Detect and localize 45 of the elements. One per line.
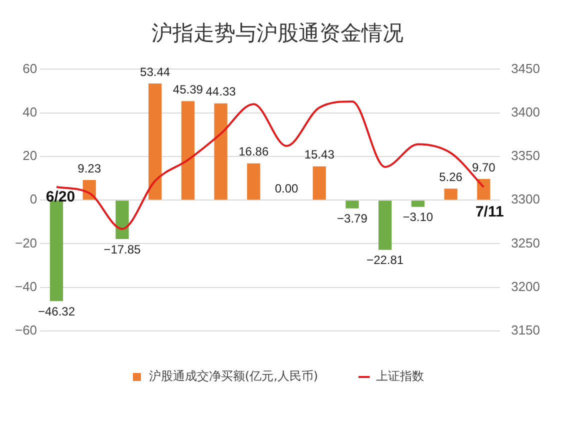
data-label: 9.70 bbox=[472, 160, 496, 174]
y2-tick-label: 3350 bbox=[511, 148, 540, 164]
data-label: −3.79 bbox=[337, 212, 368, 226]
data-label: 45.39 bbox=[172, 82, 204, 96]
bar bbox=[181, 101, 194, 200]
y-tick-label: −40 bbox=[14, 278, 38, 294]
y-tick-label: 60 bbox=[22, 60, 38, 76]
bar bbox=[346, 200, 359, 208]
bar bbox=[116, 200, 129, 240]
bar bbox=[312, 166, 326, 200]
y2-tick-label: 3200 bbox=[511, 278, 540, 294]
bar bbox=[50, 200, 64, 302]
data-label: 15.43 bbox=[304, 148, 335, 162]
data-label: 0.00 bbox=[274, 181, 298, 196]
bar bbox=[148, 84, 162, 200]
y-tick-label: 20 bbox=[22, 148, 38, 164]
data-label: −46.32 bbox=[38, 304, 76, 318]
data-label: −3.10 bbox=[402, 210, 434, 224]
bar bbox=[247, 163, 260, 200]
data-label: 44.33 bbox=[206, 84, 236, 99]
bar bbox=[378, 200, 392, 250]
chart-title: 沪指走势与沪股通资金情况 bbox=[152, 21, 404, 46]
annotation: 6/20 bbox=[46, 188, 76, 206]
bar bbox=[214, 103, 228, 200]
y-tick-label: −20 bbox=[14, 235, 38, 250]
y2-tick-label: 3450 bbox=[511, 60, 540, 76]
annotation: 7/11 bbox=[475, 204, 504, 221]
bar bbox=[477, 178, 490, 200]
legend-label: 沪股通成交净买额(亿元,人民币) bbox=[148, 369, 318, 384]
data-label: 53.44 bbox=[140, 64, 170, 79]
y2-tick-label: 3400 bbox=[511, 104, 540, 120]
bar bbox=[444, 188, 458, 200]
data-label: 16.86 bbox=[238, 144, 269, 159]
legend-label: 上证指数 bbox=[376, 369, 424, 384]
data-label: 9.23 bbox=[78, 161, 102, 176]
bar bbox=[411, 200, 425, 207]
y-tick-label: 40 bbox=[22, 104, 38, 120]
data-label: −22.81 bbox=[366, 253, 404, 268]
y-tick-label: −60 bbox=[14, 322, 38, 338]
y2-tick-label: 3150 bbox=[511, 322, 540, 338]
data-label: 5.26 bbox=[439, 170, 463, 184]
y-tick-label: 0 bbox=[30, 192, 38, 207]
data-label: −17.85 bbox=[104, 242, 142, 256]
y2-tick-label: 3250 bbox=[511, 235, 540, 250]
y2-tick-label: 3300 bbox=[511, 192, 540, 207]
